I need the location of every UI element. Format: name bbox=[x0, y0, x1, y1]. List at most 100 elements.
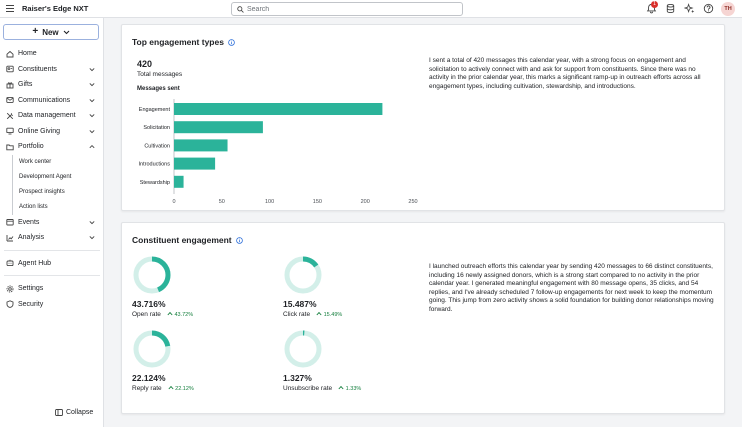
metric-reply-rate: 22.124% Reply rate 22.12% bbox=[132, 329, 252, 399]
new-button-label: New bbox=[42, 27, 59, 37]
chevron-down-icon bbox=[89, 220, 95, 224]
sidebar-item-home[interactable]: Home bbox=[0, 46, 104, 62]
chart-title: Messages sent bbox=[137, 86, 180, 92]
help-button[interactable] bbox=[703, 3, 714, 14]
collapse-icon bbox=[55, 409, 63, 416]
collapse-button[interactable]: Collapse bbox=[55, 409, 93, 416]
trend-value: 1.33% bbox=[345, 386, 362, 392]
sidebar-subitem-development-agent[interactable]: Development Agent bbox=[19, 174, 72, 180]
category-label: Engagement bbox=[139, 107, 171, 113]
sidebar-subitem-prospect-insights[interactable]: Prospect insights bbox=[19, 189, 65, 195]
x-tick-label: 250 bbox=[408, 199, 417, 205]
mail-icon bbox=[6, 97, 14, 104]
new-button[interactable]: + New bbox=[3, 24, 99, 40]
donut-value-arc bbox=[133, 330, 171, 368]
sidebar-item-label: Settings bbox=[18, 285, 44, 293]
avatar[interactable]: TH bbox=[721, 2, 735, 16]
ai-sparkle-button[interactable] bbox=[683, 3, 695, 14]
bar-solicitation[interactable] bbox=[174, 121, 263, 134]
trend-badge: 1.33% bbox=[338, 385, 362, 392]
arrow-up-icon bbox=[338, 385, 344, 390]
bar-introductions[interactable] bbox=[174, 157, 216, 170]
sidebar-item-analysis[interactable]: Analysis bbox=[0, 230, 104, 246]
trend-badge: 22.12% bbox=[168, 385, 194, 392]
gift-icon bbox=[6, 82, 14, 89]
metric-value: 15.487% bbox=[283, 299, 317, 309]
app-title[interactable]: Raiser's Edge NXT bbox=[22, 4, 89, 13]
plus-icon: + bbox=[32, 26, 39, 37]
metric-label-row: Reply rate 22.12% bbox=[132, 385, 194, 392]
home-icon bbox=[6, 50, 14, 58]
metric-label-row: Open rate 43.72% bbox=[132, 311, 193, 318]
sidebar-item-online-giving[interactable]: Online Giving bbox=[0, 124, 104, 140]
sidebar-item-portfolio[interactable]: Portfolio bbox=[0, 139, 104, 155]
total-messages-value: 420 bbox=[137, 59, 153, 69]
chevron-down-icon bbox=[63, 30, 70, 34]
category-label: Stewardship bbox=[140, 180, 170, 186]
sidebar-item-constituents[interactable]: Constituents bbox=[0, 62, 104, 78]
chevron-down-icon bbox=[89, 83, 95, 87]
sidebar-item-label: Gifts bbox=[18, 81, 33, 89]
sidebar-item-label: Constituents bbox=[18, 65, 57, 73]
info-icon[interactable] bbox=[228, 38, 235, 46]
top-bar: Raiser's Edge NXT 1 TH bbox=[0, 0, 742, 18]
sidebar-subitem-work-center[interactable]: Work center bbox=[19, 159, 52, 165]
sidebar-item-label: Security bbox=[18, 300, 44, 308]
chevron-down-icon bbox=[89, 114, 95, 118]
sidebar-item-gifts[interactable]: Gifts bbox=[0, 77, 104, 93]
category-label: Solicitation bbox=[143, 125, 170, 131]
info-icon[interactable] bbox=[235, 236, 243, 244]
sidebar-item-data-management[interactable]: Data management bbox=[0, 108, 104, 124]
donut-value-arc bbox=[284, 256, 322, 294]
gear-icon bbox=[6, 285, 14, 293]
sidebar-item-security[interactable]: Security bbox=[0, 297, 104, 313]
top-engagement-card: Top engagement types 420 Total messages … bbox=[121, 24, 725, 211]
trend-value: 22.12% bbox=[175, 386, 194, 392]
database-button[interactable] bbox=[665, 3, 676, 14]
sidebar-item-communications[interactable]: Communications bbox=[0, 93, 104, 109]
category-label: Introductions bbox=[139, 162, 171, 168]
collapse-label: Collapse bbox=[66, 409, 94, 416]
metric-value: 43.716% bbox=[132, 299, 166, 309]
sidebar-item-label: Data management bbox=[18, 112, 76, 120]
sidebar: + New Home Constituents Gifts Communication… bbox=[0, 18, 104, 427]
search-input[interactable] bbox=[247, 4, 457, 15]
sidebar-item-label: Home bbox=[18, 50, 37, 58]
menu-icon[interactable] bbox=[6, 5, 14, 12]
notifications-button[interactable]: 1 bbox=[646, 1, 658, 14]
bar-engagement[interactable] bbox=[174, 103, 383, 115]
metric-label: Reply rate bbox=[132, 385, 162, 392]
metric-label: Open rate bbox=[132, 311, 161, 318]
sidebar-item-settings[interactable]: Settings bbox=[0, 281, 104, 297]
sidebar-item-label: Analysis bbox=[18, 234, 45, 242]
total-messages-label: Total messages bbox=[137, 71, 183, 78]
trend-badge: 43.72% bbox=[167, 311, 194, 318]
bar-stewardship[interactable] bbox=[174, 175, 184, 188]
shield-icon bbox=[6, 300, 14, 309]
x-tick-label: 50 bbox=[219, 199, 225, 205]
bar-cultivation[interactable] bbox=[174, 139, 228, 152]
trend-value: 43.72% bbox=[174, 312, 194, 318]
sidebar-divider bbox=[4, 246, 100, 251]
sidebar-item-label: Online Giving bbox=[18, 127, 61, 135]
metric-value: 22.124% bbox=[132, 373, 166, 383]
sidebar-item-label: Portfolio bbox=[18, 143, 44, 151]
constituent-engagement-card: Constituent engagement 43.716% Open rate … bbox=[121, 222, 725, 414]
search-box[interactable] bbox=[231, 2, 463, 16]
arrow-up-icon bbox=[316, 311, 322, 316]
sparkle-icon bbox=[683, 3, 695, 14]
arrow-up-icon bbox=[167, 311, 173, 316]
chevron-down-icon bbox=[89, 67, 95, 71]
sidebar-item-agent-hub[interactable]: Agent Hub bbox=[0, 256, 104, 272]
sidebar-item-events[interactable]: Events bbox=[0, 215, 104, 231]
chevron-down-icon bbox=[89, 236, 95, 240]
donut-chart bbox=[133, 256, 171, 294]
sidebar-divider bbox=[4, 271, 100, 276]
chart-icon bbox=[6, 234, 14, 242]
trend-badge: 15.49% bbox=[316, 311, 342, 318]
metric-label-row: Click rate 15.49% bbox=[283, 311, 342, 318]
engagement-summary: I sent a total of 420 messages this cale… bbox=[429, 57, 701, 90]
chevron-up-icon bbox=[89, 144, 95, 149]
notification-badge: 1 bbox=[651, 1, 658, 8]
sidebar-subitem-action-lists[interactable]: Action lists bbox=[19, 204, 48, 210]
